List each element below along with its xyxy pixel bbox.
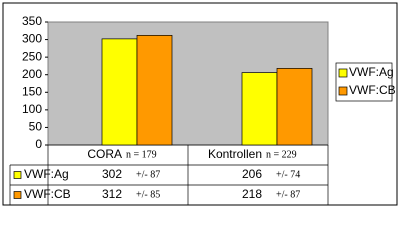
- bar: [101, 38, 138, 146]
- table-error: +/- 74: [276, 169, 300, 180]
- legend-label: VWF:Ag: [349, 65, 394, 79]
- n-label: n = 229: [266, 149, 297, 160]
- legend-swatch: [338, 68, 348, 78]
- y-tick-label: 300: [22, 32, 42, 46]
- y-tick-label: 0: [35, 137, 42, 151]
- table-key: [13, 191, 22, 199]
- y-tick-label: 100: [22, 102, 42, 116]
- y-tick-label: 150: [22, 84, 42, 98]
- y-tick-label: 50: [29, 120, 43, 134]
- table-error: +/- 87: [276, 189, 300, 200]
- table-value: 302: [102, 167, 122, 181]
- bar: [276, 68, 313, 146]
- chart: 0 50 100 150 200 250 300 350 CORA n = 179 302 +/- 8…: [2, 2, 398, 206]
- x-tick-label: Kontrollen: [208, 147, 262, 161]
- table-error: +/- 87: [136, 169, 160, 180]
- table-value: 218: [242, 187, 262, 201]
- table-value: 312: [102, 187, 122, 201]
- bar: [136, 35, 173, 146]
- y-tick-label: 200: [22, 67, 42, 81]
- bar: [241, 72, 278, 146]
- table-row-label: VWF:CB: [24, 187, 71, 201]
- legend-swatch: [338, 86, 348, 96]
- table-row-label: VWF:Ag: [24, 167, 69, 181]
- y-tick-label: 250: [22, 49, 42, 63]
- n-label: n = 179: [126, 149, 157, 160]
- legend-label: VWF:CB: [349, 83, 396, 97]
- y-tick-label: 350: [22, 14, 42, 28]
- x-tick-label: CORA: [87, 147, 122, 161]
- table-error: +/- 85: [136, 189, 160, 200]
- table-value: 206: [242, 167, 262, 181]
- table-key: [13, 171, 22, 179]
